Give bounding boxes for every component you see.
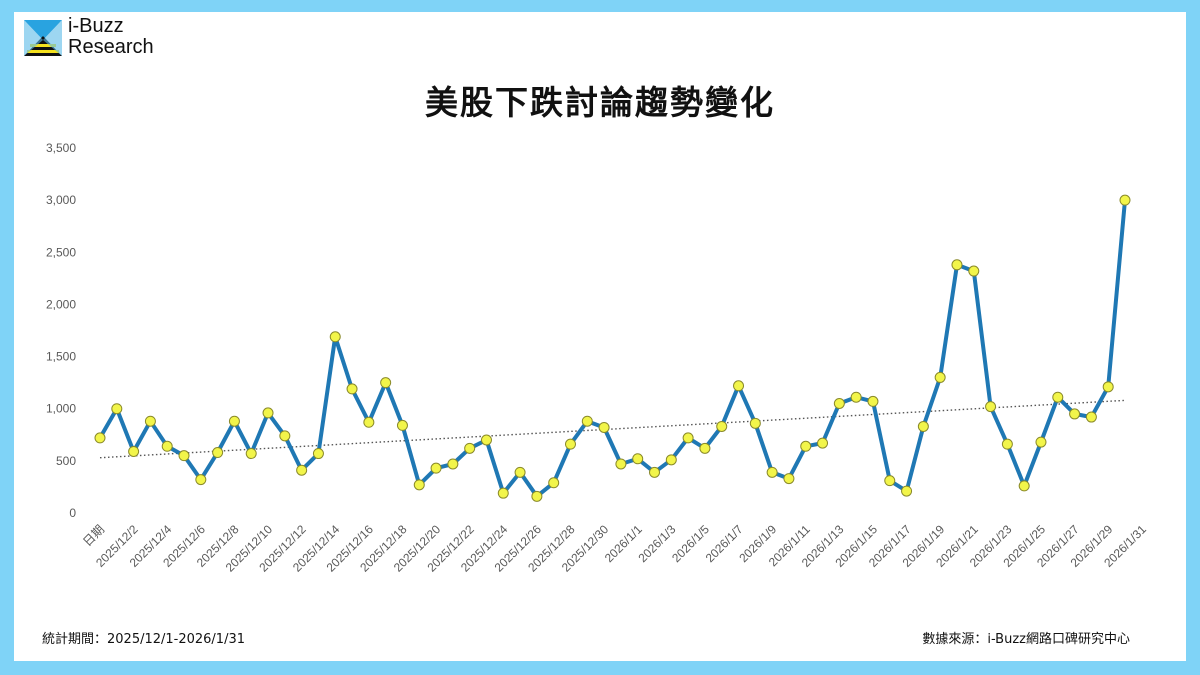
data-point [548,477,560,489]
y-tick-label: 500 [56,454,76,468]
data-point [884,475,896,487]
y-tick-label: 1,500 [46,350,76,364]
chart-panel [14,12,1186,661]
data-point [480,434,492,446]
data-point [1119,194,1131,206]
data-point [396,419,408,431]
data-point [1085,411,1097,423]
data-point [598,421,610,433]
y-tick-label: 0 [69,506,76,520]
data-point [985,401,997,413]
trendline [99,399,1126,459]
data-point [262,407,274,419]
data-point [228,415,240,427]
data-point [699,442,711,454]
data-point [968,265,980,277]
stat-period-note: 統計期間：2025/12/1-2026/1/31 [42,632,246,647]
data-point [665,454,677,466]
ibuzz-logo-icon [24,20,62,56]
data-point [682,432,694,444]
data-point [111,403,123,415]
data-point [430,462,442,474]
data-point [1018,480,1030,492]
brand-line-1: i-Buzz [68,15,124,37]
data-point [581,415,593,427]
data-point [380,377,392,389]
data-point [1035,436,1047,448]
data-point [817,437,829,449]
data-point [128,445,140,457]
data-point [497,487,509,499]
data-point [1052,391,1064,403]
data-point [1001,438,1013,450]
y-tick-label: 3,500 [46,141,76,155]
data-point [615,458,627,470]
brand-name: i-Buzz Research [68,16,154,58]
data-point [1069,408,1081,420]
data-point [329,331,341,343]
data-point [1102,381,1114,393]
data-point [279,430,291,442]
x-tick-label: 日期 [80,522,107,549]
data-point [749,417,761,429]
y-tick-label: 3,000 [46,193,76,207]
data-point [951,259,963,271]
data-point [363,416,375,428]
data-source-note: 數據來源：i-Buzz網路口碑研究中心 [922,632,1130,647]
data-point [413,479,425,491]
data-point [564,438,576,450]
data-point [766,466,778,478]
data-point [783,473,795,485]
chart-title: 美股下跌討論趨勢變化 [425,83,775,122]
data-point [212,447,224,459]
data-point [296,464,308,476]
data-point [733,380,745,392]
data-point [632,453,644,465]
data-point [934,371,946,383]
data-point [917,420,929,432]
data-point [346,383,358,395]
data-point [447,458,459,470]
y-tick-label: 2,000 [46,297,76,311]
data-point [531,490,543,502]
data-point [245,448,257,460]
data-point [178,450,190,462]
brand-line-2: Research [68,36,154,58]
data-point [94,432,106,444]
data-point [649,466,661,478]
data-point [716,420,728,432]
data-point [161,440,173,452]
data-point [195,474,207,486]
data-point [901,485,913,497]
data-point [850,391,862,403]
data-point [514,466,526,478]
data-point [833,398,845,409]
y-tick-label: 1,000 [46,402,76,416]
data-point [800,440,812,452]
data-point [312,448,324,460]
y-tick-label: 2,500 [46,245,76,259]
data-point [464,442,476,454]
data-point [867,395,879,407]
data-point [144,415,156,427]
